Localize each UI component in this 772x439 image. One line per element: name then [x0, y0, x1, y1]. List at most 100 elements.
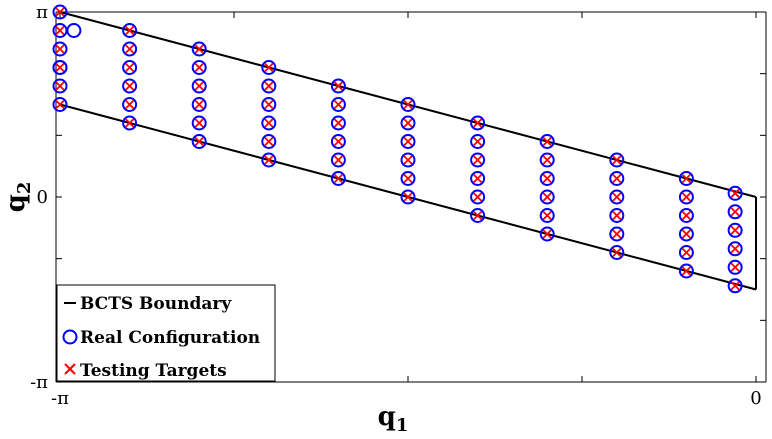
real-config-point — [330, 115, 346, 131]
testing-target-point — [194, 99, 204, 110]
real-config-point — [191, 78, 207, 94]
real-config-point — [66, 23, 82, 39]
testing-target-point — [55, 25, 65, 36]
real-config-point — [539, 152, 555, 168]
real-config-point — [678, 263, 694, 279]
real-config-point — [261, 60, 277, 76]
testing-target-point — [264, 81, 274, 91]
real-config-point — [400, 170, 416, 186]
testing-target-point — [472, 192, 483, 202]
real-config-point — [52, 4, 68, 20]
testing-target-point — [542, 192, 552, 202]
real-config-point — [122, 97, 138, 112]
real-config-point — [122, 23, 138, 39]
real-config-point — [539, 189, 555, 205]
bcts-boundary — [59, 11, 757, 291]
testing-target-point — [55, 99, 65, 110]
testing-target-point — [333, 136, 344, 147]
real-config-point — [470, 152, 486, 168]
testing-target-point — [403, 173, 413, 184]
testing-target-point — [681, 266, 692, 276]
real-config-point — [727, 259, 743, 275]
data-points — [52, 4, 743, 294]
testing-target-point — [264, 118, 274, 128]
real-config-point — [539, 133, 555, 149]
x-tick-label: 0 — [750, 388, 761, 409]
legend-x-marker — [64, 363, 76, 375]
testing-target-point — [612, 173, 622, 184]
testing-target-point — [333, 99, 344, 110]
real-config-point — [727, 185, 743, 201]
testing-target-point — [264, 62, 274, 73]
testing-target-point — [472, 210, 483, 221]
real-config-point — [678, 189, 694, 205]
testing-target-point — [542, 210, 552, 221]
testing-target-point — [194, 136, 204, 147]
testing-target-point — [124, 25, 135, 36]
real-config-point — [52, 78, 68, 94]
legend-circle-marker — [62, 329, 78, 345]
real-config-point — [330, 152, 346, 168]
real-config-point — [191, 115, 207, 131]
testing-target-point — [730, 225, 740, 235]
testing-target-point — [612, 155, 622, 165]
real-config-point — [191, 41, 207, 57]
real-config-point — [727, 241, 743, 257]
testing-target-point — [542, 229, 552, 239]
real-config-point — [609, 245, 625, 261]
testing-target-point — [730, 207, 740, 217]
legend-label-real: Real Configuration — [80, 328, 260, 348]
testing-target-point — [55, 81, 65, 91]
testing-target-point — [333, 173, 344, 184]
testing-target-point — [730, 262, 740, 272]
testing-target-point — [194, 118, 204, 128]
testing-target-point — [472, 155, 483, 165]
y-tick-label: -π — [30, 372, 48, 393]
real-config-point — [727, 278, 743, 294]
real-config-point — [539, 226, 555, 242]
testing-target-point — [124, 99, 135, 110]
real-config-point — [400, 189, 416, 205]
real-config-point — [261, 152, 277, 168]
real-config-point — [122, 78, 138, 94]
real-config-point — [191, 97, 207, 112]
real-config-point — [400, 133, 416, 149]
real-config-point — [727, 204, 743, 220]
testing-target-point — [194, 62, 204, 73]
testing-target-point — [730, 244, 740, 254]
real-config-point — [261, 78, 277, 94]
real-config-point — [52, 60, 68, 76]
testing-target-point — [730, 188, 740, 198]
testing-target-point — [681, 173, 692, 184]
real-config-point — [400, 115, 416, 131]
testing-target-point — [542, 173, 552, 184]
testing-target-point — [681, 192, 692, 202]
real-config-point — [539, 170, 555, 186]
real-config-point — [470, 189, 486, 205]
testing-target-point — [403, 136, 413, 147]
y-tick-label: 0 — [37, 187, 48, 208]
testing-target-point — [333, 118, 344, 128]
legend-box — [56, 284, 276, 382]
testing-target-point — [264, 155, 274, 165]
testing-target-point — [264, 99, 274, 110]
real-config-point — [52, 97, 68, 112]
real-config-point — [470, 170, 486, 186]
testing-target-point — [264, 136, 274, 147]
testing-target-point — [403, 155, 413, 165]
testing-target-point — [124, 81, 135, 91]
x-tick-label: -π — [51, 388, 69, 409]
tick-labels: -π 0 π 0 -π — [30, 2, 762, 409]
testing-target-point — [124, 44, 135, 54]
testing-target-point — [612, 192, 622, 202]
testing-target-point — [681, 247, 692, 258]
real-config-point — [191, 133, 207, 149]
real-config-point — [609, 170, 625, 186]
testing-target-point — [333, 81, 344, 91]
real-config-point — [470, 115, 486, 131]
real-config-point — [400, 97, 416, 112]
real-config-point — [330, 78, 346, 94]
real-config-point — [539, 208, 555, 224]
testing-target-point — [124, 118, 135, 128]
real-config-point — [678, 170, 694, 186]
